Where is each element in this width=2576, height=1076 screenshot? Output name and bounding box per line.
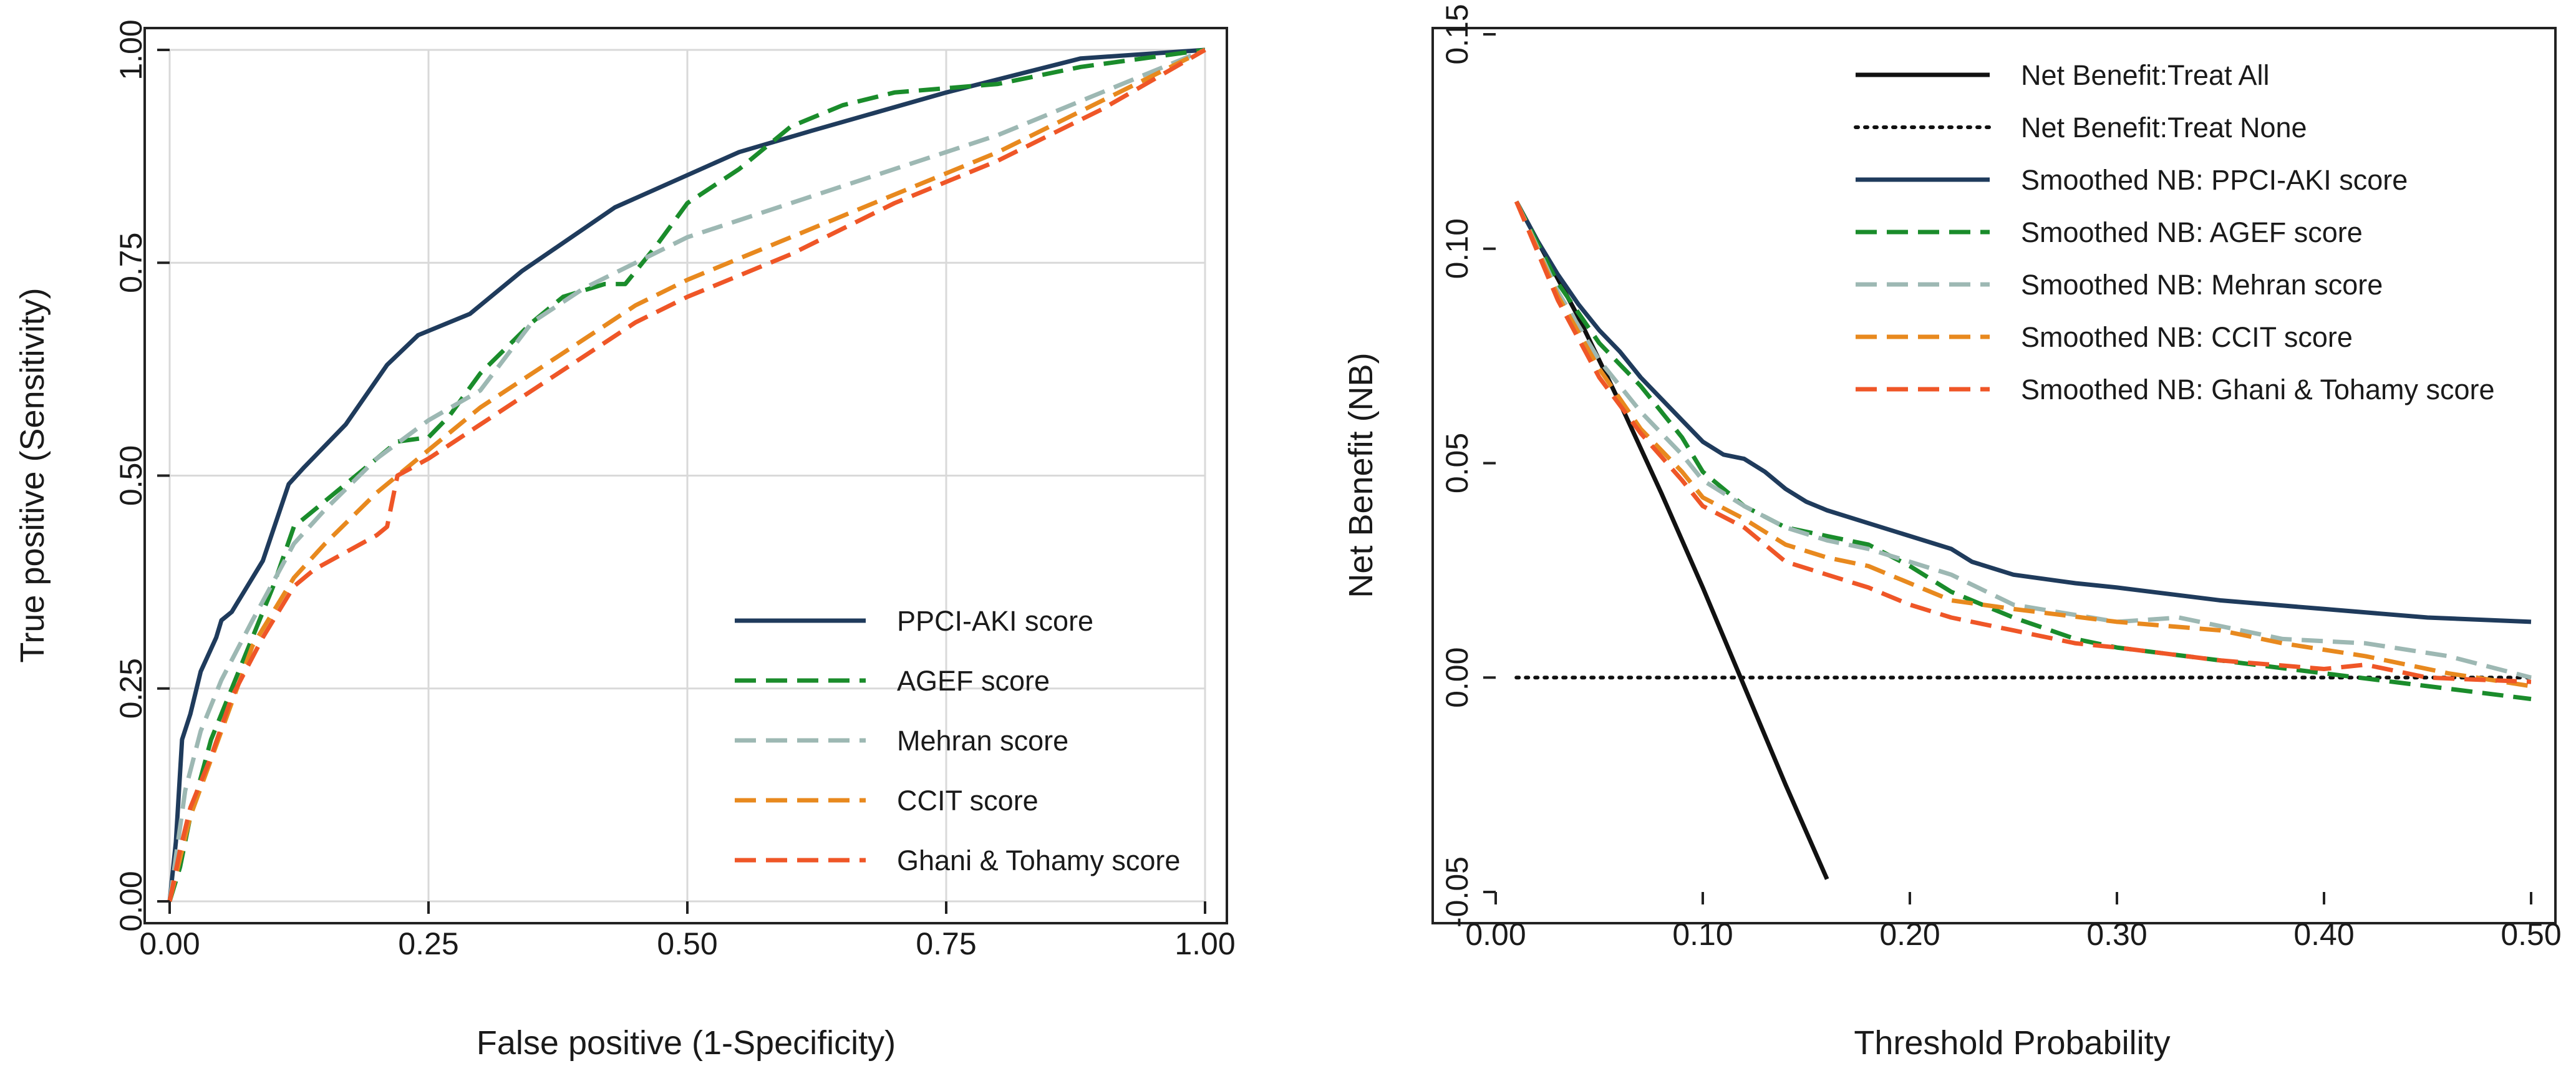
roc-x-tick-label-0: 0.00	[139, 926, 200, 961]
roc-y-tick-label-2: 0.50	[114, 445, 148, 506]
dca-series-6	[1514, 200, 2532, 684]
dca-legend-label-0: Net Benefit:Treat All	[2021, 59, 2270, 91]
dca-plot-frame	[1431, 27, 2557, 924]
roc-legend-label-3: CCIT score	[897, 785, 1039, 817]
dca-x-tick-label-2: 0.20	[1879, 917, 1940, 952]
dca-series-4	[1514, 200, 2532, 680]
roc-series-1	[167, 47, 1206, 903]
roc-legend-label-0: PPCI-AKI score	[897, 605, 1093, 637]
dca-x-axis-title: Threshold Probability	[1854, 1024, 2170, 1062]
dca-y-tick-label-0: -0.05	[1440, 856, 1474, 928]
dca-y-axis-title: Net Benefit (NB)	[1342, 352, 1380, 598]
roc-y-axis-title: True positive (Sensitivity)	[14, 288, 51, 662]
roc-y-tick-label-1: 0.25	[114, 658, 148, 719]
roc-y-ticks: 0.00 0.25 0.50 0.75 1.00	[114, 19, 170, 932]
dca-legend-label-4: Smoothed NB: Mehran score	[2021, 269, 2383, 301]
roc-series-0	[167, 47, 1206, 902]
decision-curve-chart: 0.00 0.10 0.20 0.30 0.40 0.50 -0.050.000.050.…	[1342, 4, 2562, 1062]
roc-legend-label-2: Mehran score	[897, 725, 1068, 757]
roc-series-4	[167, 47, 1206, 902]
roc-x-ticks: 0.00 0.25 0.50 0.75 1.00	[139, 901, 1236, 961]
roc-legend-label-1: AGEF score	[897, 665, 1050, 697]
dca-x-tick-label-3: 0.30	[2086, 917, 2147, 952]
dca-x-ticks: 0.00 0.10 0.20 0.30 0.40 0.50	[1465, 892, 2562, 952]
dca-x-tick-label-0: 0.00	[1465, 917, 1526, 952]
dca-y-tick-label-3: 0.10	[1440, 218, 1474, 279]
roc-chart: 0.00 0.25 0.50 0.75 1.00 0.00 0.25 0.50 0.75 1.0…	[14, 19, 1236, 1062]
roc-x-tick-label-3: 0.75	[916, 926, 976, 961]
dca-x-tick-label-4: 0.40	[2293, 917, 2354, 952]
dca-y-ticks: -0.05 0.00 0.05 0.10 0.15	[1440, 4, 1496, 928]
dca-y-tick-label-4: 0.15	[1440, 4, 1474, 64]
roc-plot-frame	[143, 27, 1228, 924]
roc-x-tick-label-4: 1.00	[1174, 926, 1235, 961]
dca-series-5	[1514, 200, 2532, 689]
dca-x-tick-label-1: 0.10	[1672, 917, 1733, 952]
roc-series-2	[167, 47, 1206, 902]
roc-legend-label-4: Ghani & Tohamy score	[897, 845, 1180, 876]
dca-series-lines	[1514, 200, 2533, 880]
roc-y-tick-label-4: 1.00	[114, 19, 148, 80]
dca-y-tick-label-2: 0.05	[1440, 433, 1474, 493]
dca-series-2	[1514, 200, 2532, 624]
dca-x-tick-label-5: 0.50	[2501, 917, 2561, 952]
roc-y-tick-label-3: 0.75	[114, 233, 148, 293]
roc-series-3	[167, 47, 1206, 902]
dca-y-tick-label-1: 0.00	[1440, 647, 1474, 708]
dca-legend-label-3: Smoothed NB: AGEF score	[2021, 216, 2363, 248]
roc-series-lines	[167, 47, 1206, 903]
roc-y-tick-label-0: 0.00	[114, 871, 148, 931]
dca-legend-label-1: Net Benefit:Treat None	[2021, 112, 2307, 143]
roc-legend: PPCI-AKI score AGEF score Mehran score CCIT…	[735, 605, 1180, 876]
roc-x-axis-title: False positive (1-Specificity)	[477, 1024, 896, 1062]
dca-legend-label-2: Smoothed NB: PPCI-AKI score	[2021, 164, 2408, 196]
dca-legend: Net Benefit:Treat All Net Benefit:Treat N…	[1854, 59, 2495, 405]
roc-x-tick-label-1: 0.25	[398, 926, 458, 961]
roc-x-tick-label-2: 0.50	[657, 926, 717, 961]
dca-legend-label-5: Smoothed NB: CCIT score	[2021, 321, 2353, 353]
dca-legend-label-6: Smoothed NB: Ghani & Tohamy score	[2021, 374, 2495, 405]
